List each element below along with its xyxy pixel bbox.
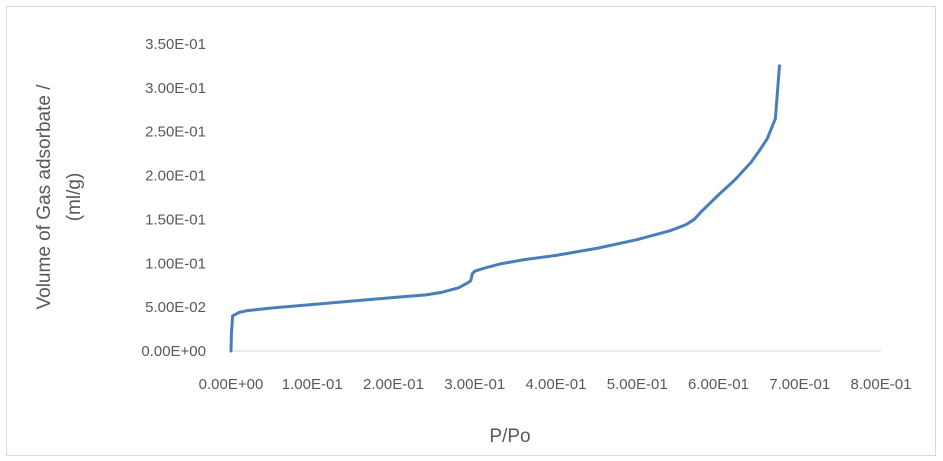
x-tick-label: 7.00E-01	[769, 376, 830, 393]
x-tick-label: 4.00E-01	[526, 376, 587, 393]
y-axis-title-line-1: Volume of Gas adsorbate /	[34, 84, 55, 310]
x-tick-label: 2.00E-01	[363, 376, 424, 393]
y-tick-label: 2.00E-01	[145, 168, 206, 185]
x-tick-label: 5.00E-01	[607, 376, 668, 393]
y-tick-label: 3.50E-01	[145, 36, 206, 53]
y-axis-title: Volume of Gas adsorbate / (ml/g)	[34, 84, 85, 310]
y-tick-label: 0.00E+00	[141, 343, 206, 360]
chart-frame	[6, 6, 936, 456]
y-tick-label: 1.50E-01	[145, 211, 206, 228]
series-line	[229, 64, 781, 353]
x-axis-title: P/Po	[489, 426, 530, 447]
y-axis-title-line-2: (ml/g)	[64, 173, 85, 222]
x-tick-label: 0.00E+00	[199, 376, 264, 393]
y-tick-labels: 0.00E+00 5.00E-02 1.00E-01 1.50E-01 2.00E-01…	[141, 36, 206, 360]
y-tick-label: 1.00E-01	[145, 255, 206, 272]
x-tick-label: 3.00E-01	[444, 376, 505, 393]
series-layer	[229, 64, 781, 353]
x-tick-label: 1.00E-01	[282, 376, 343, 393]
y-tick-label: 3.00E-01	[145, 80, 206, 97]
x-tick-label: 8.00E-01	[851, 376, 912, 393]
x-tick-label: 6.00E-01	[688, 376, 749, 393]
y-tick-label: 2.50E-01	[145, 124, 206, 141]
y-tick-label: 5.00E-02	[145, 299, 206, 316]
x-tick-labels: 0.00E+00 1.00E-01 2.00E-01 3.00E-01 4.00E-01…	[199, 376, 912, 393]
